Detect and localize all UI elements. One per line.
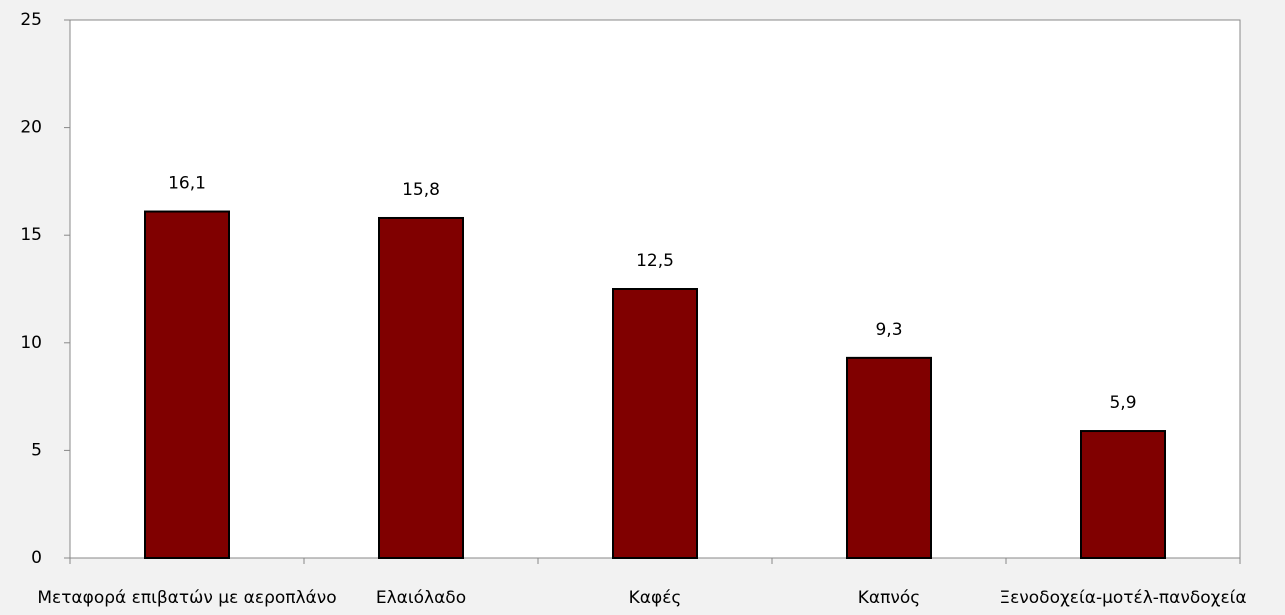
data-label: 15,8 (402, 180, 440, 200)
x-tick-label: Καπνός (858, 588, 920, 608)
y-tick-label: 0 (31, 548, 42, 568)
bar (1080, 430, 1166, 560)
x-tick-label: Ξενοδοχεία-μοτέλ-πανδοχεία (999, 588, 1246, 608)
y-tick-label: 20 (20, 118, 42, 138)
x-tick-label: Καφές (629, 588, 682, 608)
bar (612, 288, 698, 559)
bar (144, 210, 230, 559)
y-tick-label: 10 (20, 333, 42, 353)
data-label: 12,5 (636, 251, 674, 271)
y-tick-label: 15 (20, 225, 42, 245)
x-tick-label: Ελαιόλαδο (376, 588, 466, 608)
data-label: 16,1 (168, 174, 206, 194)
bar (846, 356, 932, 560)
y-tick-label: 25 (20, 10, 42, 30)
x-tick-label: Μεταφορά επιβατών με αεροπλάνο (37, 588, 336, 608)
bar (378, 216, 464, 559)
data-label: 5,9 (1109, 393, 1136, 413)
y-tick-label: 5 (31, 440, 42, 460)
data-label: 9,3 (875, 320, 902, 340)
